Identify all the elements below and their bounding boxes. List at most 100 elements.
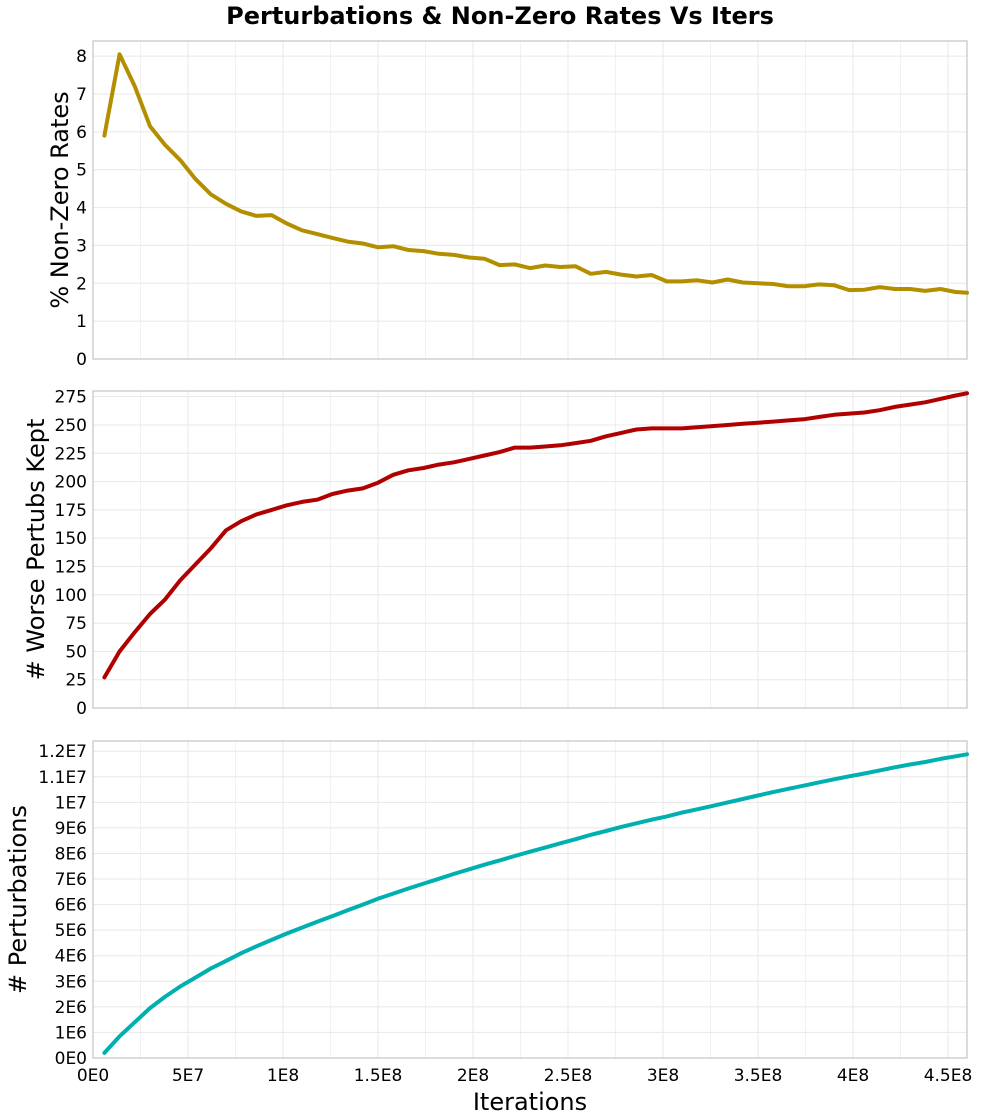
data-point xyxy=(955,291,956,292)
data-point xyxy=(378,898,379,899)
data-point xyxy=(362,488,363,489)
data-point xyxy=(606,436,607,437)
y-tick-label: 150 xyxy=(55,529,87,549)
panel-2: 0 25 50 75 100 125 150 175 200 225 250 275# Worse P… xyxy=(22,388,969,719)
y-tick-label: 75 xyxy=(65,614,87,634)
y-tick-label: 7E6 xyxy=(55,870,87,890)
y-tick-label: 0E0 xyxy=(55,1049,87,1069)
data-point xyxy=(758,283,759,284)
data-point xyxy=(438,878,439,879)
data-point xyxy=(347,910,348,911)
y-tick-label: 100 xyxy=(55,586,87,606)
data-point xyxy=(104,135,105,136)
data-point xyxy=(256,215,257,216)
data-point xyxy=(834,285,835,286)
data-point xyxy=(925,290,926,291)
data-point xyxy=(104,677,105,678)
data-point xyxy=(590,273,591,274)
data-point xyxy=(666,816,667,817)
data-point xyxy=(271,939,272,940)
y-tick-label: 1.2E7 xyxy=(38,742,87,762)
data-point xyxy=(454,462,455,463)
data-point xyxy=(119,651,120,652)
data-point xyxy=(879,410,880,411)
data-point xyxy=(940,288,941,289)
data-point xyxy=(180,986,181,987)
data-point xyxy=(697,427,698,428)
data-point xyxy=(454,254,455,255)
y-tick-label: 3 xyxy=(76,236,87,256)
data-point xyxy=(347,490,348,491)
data-point xyxy=(606,271,607,272)
y-tick-label: 250 xyxy=(55,416,87,436)
data-point xyxy=(408,249,409,250)
y-axis-label: % Non-Zero Rates xyxy=(46,91,74,308)
data-point xyxy=(967,292,968,293)
series-line xyxy=(102,752,969,1055)
data-point xyxy=(727,802,728,803)
data-point xyxy=(910,288,911,289)
y-tick-label: 0 xyxy=(76,699,87,719)
data-point xyxy=(241,211,242,212)
data-point xyxy=(362,904,363,905)
data-point xyxy=(955,756,956,757)
data-point xyxy=(332,916,333,917)
x-axis-label: Iterations xyxy=(473,1088,587,1116)
x-tick-label: 4E8 xyxy=(837,1066,869,1086)
data-point xyxy=(150,1008,151,1009)
panel-3: 0E0 1E6 2E6 3E6 4E6 5E6 6E6 7E6 8E6 9E6 1E7 1.1E7 1.… xyxy=(4,740,969,1069)
data-point xyxy=(925,402,926,403)
plot-border xyxy=(92,40,968,360)
data-point xyxy=(682,281,683,282)
data-point xyxy=(150,126,151,127)
y-tick-label: 1.1E7 xyxy=(38,768,87,788)
panel-1: 0 1 2 3 4 5 6 7 8 % Non-Zero Rates xyxy=(46,40,969,370)
data-point xyxy=(803,785,804,786)
x-tick-label: 0E0 xyxy=(77,1066,109,1086)
data-point xyxy=(484,455,485,456)
x-tick-label: 3E8 xyxy=(647,1066,679,1086)
data-point xyxy=(894,767,895,768)
data-point xyxy=(393,246,394,247)
y-tick-label: 8 xyxy=(76,47,87,67)
data-point xyxy=(302,927,303,928)
data-point xyxy=(849,413,850,414)
data-point xyxy=(150,614,151,615)
data-point xyxy=(332,494,333,495)
data-point xyxy=(758,422,759,423)
data-point xyxy=(788,788,789,789)
data-point xyxy=(849,776,850,777)
x-tick-label: 5E7 xyxy=(172,1066,204,1086)
data-point xyxy=(621,274,622,275)
data-point xyxy=(469,458,470,459)
data-point xyxy=(727,279,728,280)
y-tick-label: 3E6 xyxy=(55,972,87,992)
data-point xyxy=(621,826,622,827)
data-point xyxy=(484,258,485,259)
data-point xyxy=(636,276,637,277)
data-point xyxy=(818,284,819,285)
plot-border xyxy=(92,740,968,1059)
data-point xyxy=(788,286,789,287)
data-point xyxy=(378,247,379,248)
data-point xyxy=(773,792,774,793)
y-tick-label: 175 xyxy=(55,501,87,521)
data-point xyxy=(575,839,576,840)
data-point xyxy=(423,883,424,884)
y-tick-label: 5E6 xyxy=(55,921,87,941)
data-point xyxy=(271,509,272,510)
data-point xyxy=(119,1036,120,1037)
data-point xyxy=(727,424,728,425)
data-point xyxy=(606,830,607,831)
data-point xyxy=(317,499,318,500)
y-axis-label: # Perturbations xyxy=(4,805,32,994)
data-point xyxy=(636,823,637,824)
data-point xyxy=(742,282,743,283)
data-point xyxy=(894,406,895,407)
data-point xyxy=(834,414,835,415)
y-tick-label: 200 xyxy=(55,473,87,493)
data-point xyxy=(666,428,667,429)
data-point xyxy=(408,888,409,889)
data-point xyxy=(256,514,257,515)
data-point xyxy=(165,145,166,146)
